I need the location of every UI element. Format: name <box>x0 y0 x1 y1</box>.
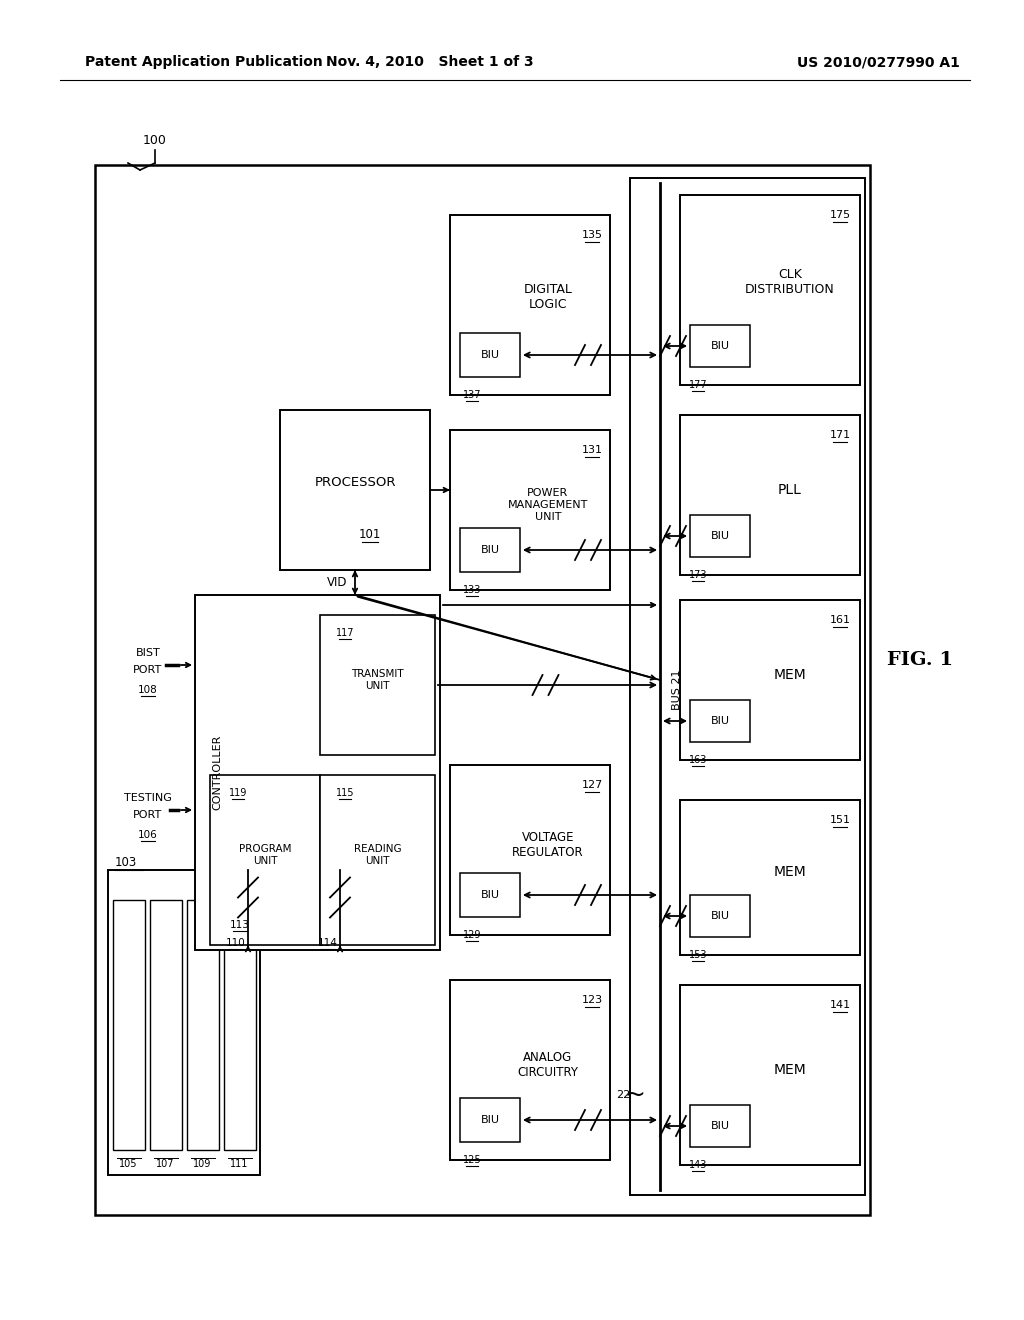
Text: 177: 177 <box>689 380 708 389</box>
Text: 101: 101 <box>358 528 381 541</box>
Text: 171: 171 <box>829 430 851 440</box>
Bar <box>450 766 610 935</box>
Text: BIU: BIU <box>711 1121 729 1131</box>
Bar <box>680 985 860 1166</box>
Text: 100: 100 <box>143 133 167 147</box>
Text: PROGRAM
UNIT: PROGRAM UNIT <box>239 845 291 866</box>
Text: VOLTAGE
REGULATOR: VOLTAGE REGULATOR <box>512 832 584 859</box>
Text: 108: 108 <box>138 685 158 696</box>
Text: 137: 137 <box>463 389 481 400</box>
Text: MEM: MEM <box>773 668 806 682</box>
Text: TRANSMIT
UNIT: TRANSMIT UNIT <box>351 669 403 690</box>
Text: FIG. 1: FIG. 1 <box>887 651 953 669</box>
Text: POWER
MANAGEMENT
UNIT: POWER MANAGEMENT UNIT <box>508 488 588 521</box>
Bar <box>186 900 218 1150</box>
Text: 115: 115 <box>336 788 354 799</box>
Text: CLK
DISTRIBUTION: CLK DISTRIBUTION <box>745 268 835 296</box>
Bar <box>450 430 610 590</box>
Text: PROCESSOR: PROCESSOR <box>314 475 395 488</box>
Text: DIGITAL
LOGIC: DIGITAL LOGIC <box>523 282 572 312</box>
Text: BIU: BIU <box>480 1115 500 1125</box>
Bar <box>460 528 520 572</box>
Text: PORT: PORT <box>133 810 163 820</box>
Bar <box>319 775 435 945</box>
Text: BIU: BIU <box>480 890 500 900</box>
Text: 173: 173 <box>689 570 708 579</box>
Bar <box>450 215 610 395</box>
Text: 153: 153 <box>689 950 708 960</box>
Bar <box>630 178 865 1195</box>
Bar <box>460 1098 520 1142</box>
Text: 105: 105 <box>119 1159 138 1170</box>
Bar <box>680 800 860 954</box>
Text: 117: 117 <box>336 628 354 638</box>
Text: CONTROLLER: CONTROLLER <box>212 735 222 810</box>
Bar <box>113 900 144 1150</box>
Bar <box>690 1105 750 1147</box>
Bar <box>319 615 435 755</box>
Bar <box>680 601 860 760</box>
Bar <box>690 895 750 937</box>
Text: Patent Application Publication: Patent Application Publication <box>85 55 323 69</box>
Text: BIU: BIU <box>711 341 729 351</box>
Text: ~: ~ <box>625 1082 645 1107</box>
Bar <box>280 411 430 570</box>
Text: 22: 22 <box>615 1090 630 1100</box>
Text: 163: 163 <box>689 755 708 766</box>
Bar <box>680 414 860 576</box>
Text: BIU: BIU <box>711 911 729 921</box>
Text: 111: 111 <box>230 1159 249 1170</box>
Text: 133: 133 <box>463 585 481 595</box>
Text: 161: 161 <box>829 615 851 624</box>
Text: 103: 103 <box>115 855 137 869</box>
Bar <box>690 515 750 557</box>
Text: US 2010/0277990 A1: US 2010/0277990 A1 <box>797 55 961 69</box>
Bar <box>195 595 440 950</box>
Bar <box>460 873 520 917</box>
Text: READING
UNIT: READING UNIT <box>353 845 401 866</box>
Text: 107: 107 <box>157 1159 175 1170</box>
Text: 143: 143 <box>689 1160 708 1170</box>
Text: 106: 106 <box>138 830 158 840</box>
Bar <box>690 700 750 742</box>
Text: BIU: BIU <box>480 545 500 554</box>
Bar <box>680 195 860 385</box>
Text: 109: 109 <box>194 1159 212 1170</box>
Text: 141: 141 <box>829 1001 851 1010</box>
Text: 151: 151 <box>829 814 851 825</box>
Text: BIU: BIU <box>711 531 729 541</box>
Text: 135: 135 <box>582 230 602 240</box>
Bar <box>223 900 256 1150</box>
Text: 110: 110 <box>226 937 246 948</box>
Text: 131: 131 <box>582 445 602 455</box>
Text: 113: 113 <box>230 920 250 931</box>
Text: Nov. 4, 2010   Sheet 1 of 3: Nov. 4, 2010 Sheet 1 of 3 <box>327 55 534 69</box>
Text: MEM: MEM <box>773 866 806 879</box>
Bar <box>690 325 750 367</box>
Text: 127: 127 <box>582 780 603 789</box>
Text: 123: 123 <box>582 995 602 1005</box>
Text: PLL: PLL <box>778 483 802 498</box>
Bar <box>460 333 520 378</box>
Text: BIU: BIU <box>711 715 729 726</box>
Text: 125: 125 <box>463 1155 481 1166</box>
Bar <box>450 979 610 1160</box>
Bar <box>108 870 260 1175</box>
Bar <box>210 775 319 945</box>
Bar <box>150 900 181 1150</box>
Text: TESTING: TESTING <box>124 793 172 803</box>
Text: BIST: BIST <box>135 648 161 657</box>
Text: PORT: PORT <box>133 665 163 675</box>
Text: BIU: BIU <box>480 350 500 360</box>
Text: 114: 114 <box>318 937 338 948</box>
Text: MEM: MEM <box>773 1063 806 1077</box>
Text: 119: 119 <box>228 788 247 799</box>
Text: 129: 129 <box>463 931 481 940</box>
Text: VID: VID <box>327 576 347 589</box>
Text: ANALOG
CIRCUITRY: ANALOG CIRCUITRY <box>517 1051 579 1078</box>
Text: BUS 21: BUS 21 <box>672 669 682 710</box>
Text: 175: 175 <box>829 210 851 220</box>
Bar <box>95 165 870 1214</box>
